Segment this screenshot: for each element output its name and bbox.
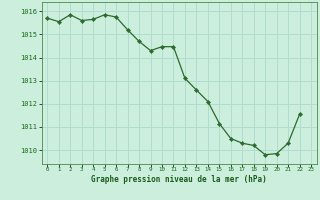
X-axis label: Graphe pression niveau de la mer (hPa): Graphe pression niveau de la mer (hPa) <box>91 175 267 184</box>
